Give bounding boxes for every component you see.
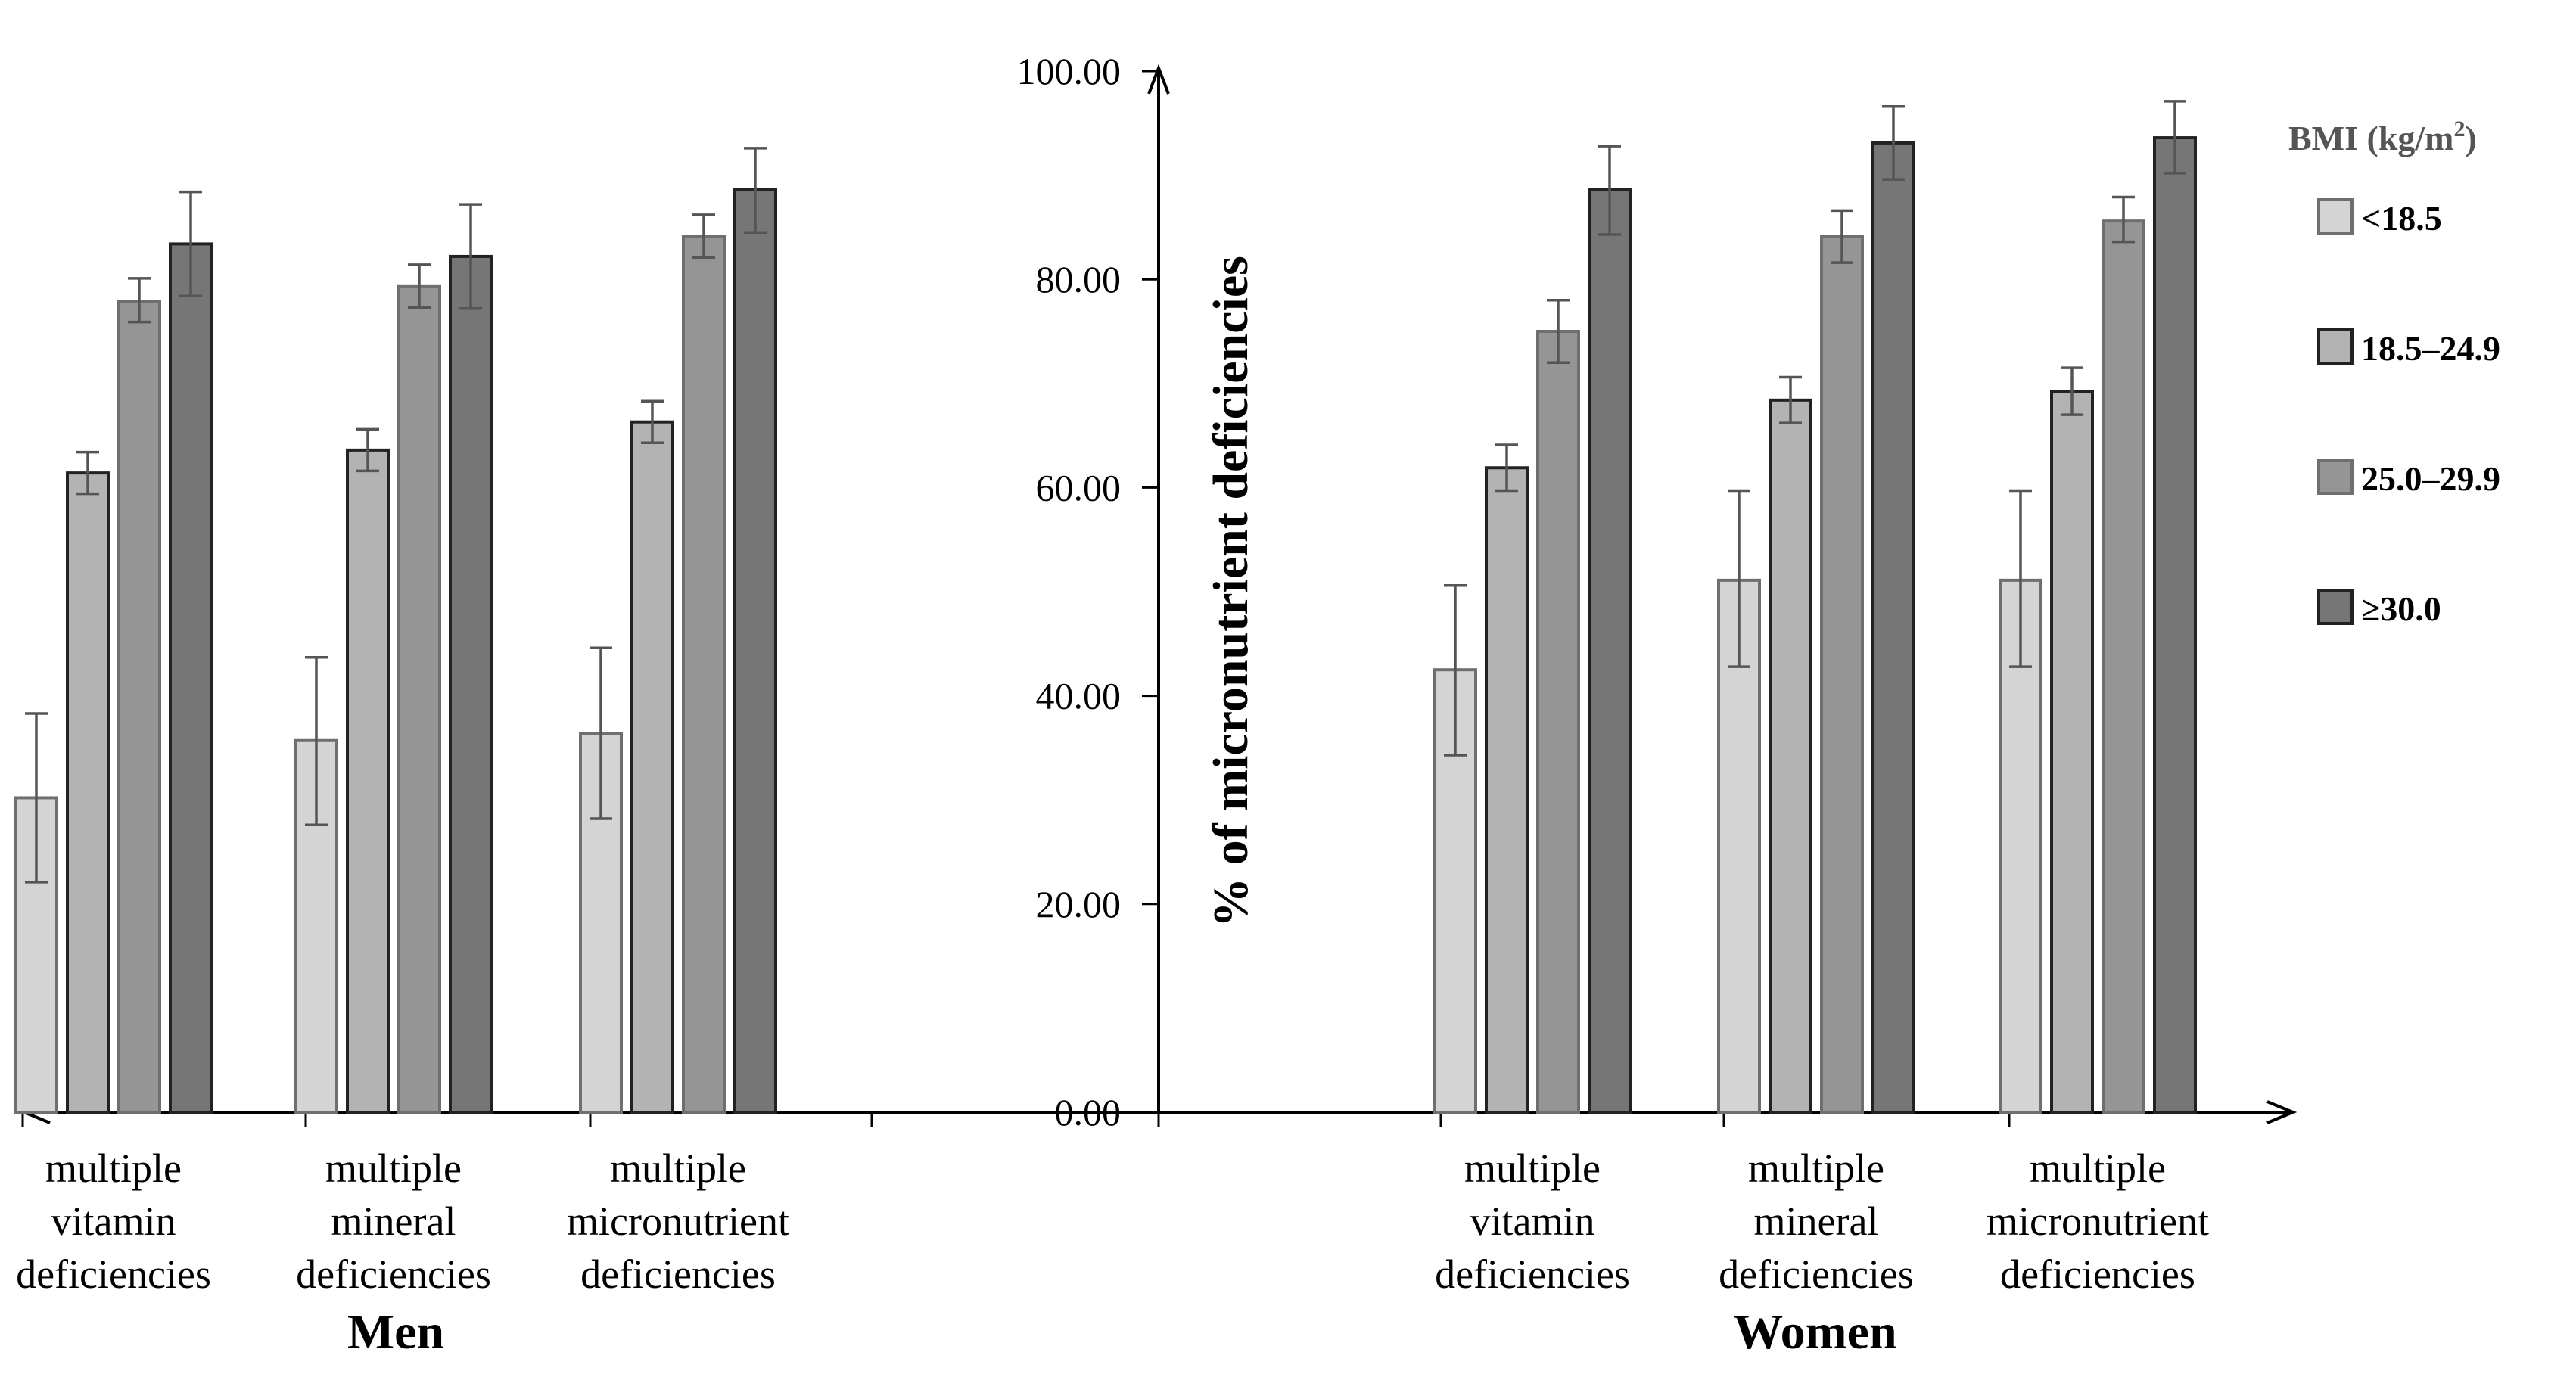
category-label: vitamin [1470,1198,1595,1244]
legend: BMI (kg/m2) <18.5 18.5–24.9 25.0–29.9 ≥30.0 [2288,117,2500,628]
bar [397,284,441,1114]
y-tick-label: 0.00 [1055,1091,1122,1133]
bar [1536,330,1580,1114]
y-axis-title: % of micronutrient deficiencies [1203,256,1258,928]
bar [66,471,110,1114]
category-label: multiple [325,1146,462,1191]
category-label: micronutrient [1986,1198,2209,1244]
category-label: deficiencies [1435,1251,1630,1297]
legend-label: 18.5–24.9 [2361,329,2500,368]
y-tick-label: 100.00 [1017,50,1122,92]
legend-swatch [2317,198,2354,235]
x-axis-right-arrow [2266,1100,2298,1124]
bar [117,300,161,1114]
bar [1485,466,1529,1114]
category-label: deficiencies [580,1251,776,1297]
group-label: Women [1733,1304,1896,1360]
category-label: multiple [1748,1146,1884,1191]
bar [630,420,674,1114]
y-tick-label: 40.00 [1036,675,1122,717]
bar [1588,188,1632,1114]
category-label: mineral [1754,1198,1879,1244]
category-label: multiple [2030,1146,2166,1191]
error-bars-layer [25,100,2186,884]
bar [346,448,390,1114]
y-tick-label: 80.00 [1036,258,1122,300]
y-axis-arrow [1147,64,1170,95]
legend-swatch [2317,459,2354,495]
legend-label: ≥30.0 [2361,589,2441,628]
legend-swatch [2317,589,2354,625]
bar [1871,141,1915,1114]
category-label: multiple [1464,1146,1601,1191]
category-label: mineral [331,1198,456,1244]
bar [2153,136,2197,1114]
bar [1820,235,1864,1114]
category-label: deficiencies [1719,1251,1914,1297]
category-label: deficiencies [296,1251,491,1297]
category-label: deficiencies [2000,1251,2195,1297]
bar [733,188,777,1114]
y-tick-label: 60.00 [1036,466,1122,508]
category-label: multiple [45,1146,182,1191]
legend-label: 25.0–29.9 [2361,459,2500,498]
bar [2102,219,2145,1114]
y-tick-label: 20.00 [1036,883,1122,925]
bar [169,242,213,1114]
category-label: deficiencies [16,1251,211,1297]
category-label: vitamin [51,1198,176,1244]
category-label: multiple [610,1146,746,1191]
group-label: Men [347,1304,444,1360]
legend-title: BMI (kg/m2) [2288,117,2477,157]
category-label: micronutrient [567,1198,789,1244]
bar [449,254,493,1114]
bar [1769,398,1812,1114]
labels-layer: 0.00 20.00 40.00 60.00 80.00 100.00 % of micro… [16,50,2209,1360]
bar [2050,390,2094,1114]
legend-swatch [2317,328,2354,365]
bar [682,235,726,1114]
legend-label: <18.5 [2361,199,2442,238]
